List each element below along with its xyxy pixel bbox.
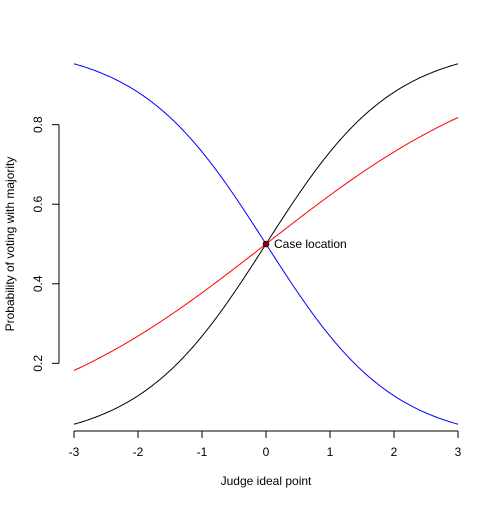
y-tick-label: 0.4	[31, 275, 45, 292]
y-axis-label: Probability of voting with majority	[3, 157, 17, 332]
x-tick-label: 0	[263, 445, 270, 459]
x-tick-label: 3	[455, 445, 462, 459]
annotation-layer: Case location	[262, 237, 347, 251]
x-axis-label: Judge ideal point	[221, 474, 312, 488]
x-tick-label: 1	[327, 445, 334, 459]
axes-layer: -3 -2 -1 0 1 2 3 0.2 0.4 0.6 0.8	[31, 116, 462, 459]
x-tick-label: 2	[391, 445, 398, 459]
x-tick-label: -2	[133, 445, 144, 459]
x-tick-label: -3	[69, 445, 80, 459]
y-tick-label: 0.2	[31, 355, 45, 372]
y-tick-label: 0.6	[31, 196, 45, 213]
case-location-point	[262, 240, 270, 248]
y-tick-label: 0.8	[31, 116, 45, 133]
case-location-label: Case location	[274, 237, 347, 251]
x-tick-label: -1	[197, 445, 208, 459]
